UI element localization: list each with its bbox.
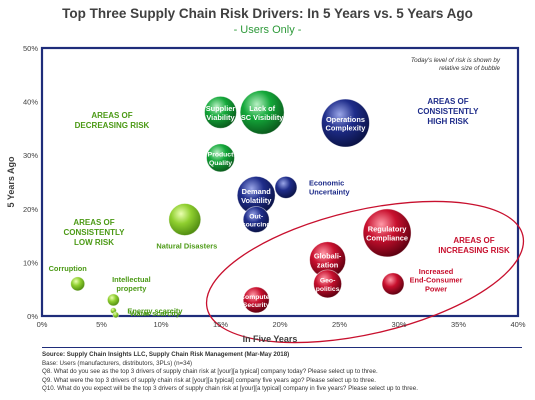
footnote-line: Q9. What were the top 3 drivers of suppl… <box>42 376 376 384</box>
bubble-label: SC Visibility <box>241 113 284 122</box>
bubble-label: Regulatory <box>368 225 407 234</box>
bubble-label: Geo- <box>320 278 335 285</box>
x-tick-label: 40% <box>510 320 525 329</box>
y-tick-label: 50% <box>23 44 38 53</box>
bubble-natural-disasters <box>168 203 202 236</box>
region-annotation: DECREASING RISK <box>75 121 150 130</box>
bubble-label: Increased <box>419 267 454 276</box>
y-tick-label: 20% <box>23 205 38 214</box>
bubble-label: Viability <box>206 113 235 122</box>
bubble-label: Demand <box>242 187 272 196</box>
bubble-computer-security <box>242 286 270 314</box>
region-annotation: CONSISTENTLY <box>63 228 125 237</box>
x-axis-title: In Five Years <box>243 334 298 344</box>
region-annotation: HIGH RISK <box>427 117 469 126</box>
x-tick-label: 0% <box>37 320 48 329</box>
bubble-label: Corruption <box>49 264 88 273</box>
bubble-water-scarcity <box>112 311 120 319</box>
bubble-label: Out- <box>249 213 263 220</box>
bubble-label: Compliance <box>366 234 408 243</box>
y-tick-label: 30% <box>23 151 38 160</box>
bubble-label: politics <box>316 286 340 293</box>
x-tick-label: 15% <box>213 320 228 329</box>
plot-frame <box>40 46 520 318</box>
chart-subtitle: - Users Only - <box>233 24 302 36</box>
bubble-economic-uncertainty <box>274 175 298 199</box>
bubble-label: Lack of <box>249 104 275 113</box>
region-annotation: AREAS OF <box>91 111 132 120</box>
bubble-increased-end-consumer-power <box>381 272 405 296</box>
bubble-label: Natural Disasters <box>156 242 217 251</box>
y-axis-title: 5 Years Ago <box>6 156 16 208</box>
bubble-out-sourcing <box>242 206 270 233</box>
region-annotation: INCREASING RISK <box>438 246 510 255</box>
x-tick-label: 30% <box>391 320 406 329</box>
bubble-intellectual-property <box>107 293 120 307</box>
bubble-corruption <box>70 276 86 292</box>
bubble-size-note: relative size of bubble <box>439 65 500 72</box>
bubble-label: Computer <box>240 294 272 301</box>
region-annotation: AREAS OF <box>453 236 494 245</box>
footnote-line: Base: Users (manufacturers, distributors… <box>42 359 193 367</box>
bubble-label: Complexity <box>326 124 367 133</box>
bubble-label: Energy scarcity <box>127 307 183 316</box>
region-annotation: AREAS OF <box>427 97 468 106</box>
footnote-source: Source: Supply Chain Insights LLC, Suppl… <box>42 351 290 358</box>
bubble-label: Intellectual <box>112 275 151 284</box>
bubble-label: Security <box>243 302 270 309</box>
bubble-label: Volatility <box>241 196 272 205</box>
x-tick-label: 25% <box>332 320 347 329</box>
y-tick-label: 0% <box>27 312 38 321</box>
bubble-label: Uncertainty <box>309 187 351 196</box>
bubble-label: Economic <box>309 178 344 187</box>
bubble-label: Supplier <box>206 104 236 113</box>
bubble-lack-of-sc-visibility <box>239 89 285 135</box>
bubble-label: Power <box>425 285 447 294</box>
bubble-label: Product <box>208 152 234 159</box>
footnote-line: Q10. What do you expect will be the top … <box>42 385 418 393</box>
region-annotation: LOW RISK <box>74 238 114 247</box>
bubble-supplier-viability <box>204 95 237 129</box>
footnote: Source: Supply Chain Insights LLC, Suppl… <box>42 351 532 394</box>
bubble-geo-politics <box>313 269 343 299</box>
bubble-label: property <box>116 284 147 293</box>
bubble-operations-complexity <box>321 98 370 148</box>
bubble-label: End-Consumer <box>410 276 463 285</box>
bubble-chart: 0% 5% 10% 15% 20% 25% 30% 35% 40% 0% 10% 20% 30% 40% 5… <box>6 44 526 344</box>
x-tick-label: 5% <box>96 320 107 329</box>
region-annotation: CONSISTENTLY <box>417 107 479 116</box>
bubble-size-note: Today's level of risk is shown by <box>411 57 501 64</box>
bubble-label: sourcing <box>242 222 271 229</box>
bubble-label: Quality <box>209 160 232 167</box>
x-tick-label: 20% <box>272 320 287 329</box>
x-tick-label: 10% <box>153 320 168 329</box>
bubble-label: Globali- <box>314 251 342 260</box>
footnote-divider <box>42 347 522 348</box>
y-tick-label: 10% <box>23 258 38 267</box>
bubble-regulatory-compliance <box>362 208 412 258</box>
bubble-label: Water scarcity <box>130 309 181 318</box>
region-annotation: AREAS OF <box>73 218 114 227</box>
bubble-label: zation <box>317 260 339 269</box>
y-tick-label: 40% <box>23 98 38 107</box>
bubble-product-quality <box>206 143 235 173</box>
chart-title: Top Three Supply Chain Risk Drivers: In … <box>62 6 473 21</box>
x-tick-label: 35% <box>451 320 466 329</box>
increasing-risk-ellipse <box>205 200 525 344</box>
footnote-line: Q8. What do you see as the top 3 drivers… <box>42 368 378 376</box>
bubble-label: Operations <box>326 115 365 124</box>
